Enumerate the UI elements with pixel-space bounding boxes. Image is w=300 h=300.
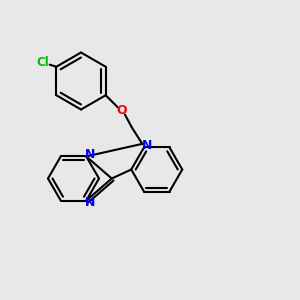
Text: N: N bbox=[85, 148, 95, 161]
Text: N: N bbox=[85, 196, 95, 208]
Text: O: O bbox=[116, 104, 127, 117]
Text: N: N bbox=[142, 140, 152, 152]
Text: Cl: Cl bbox=[36, 56, 49, 69]
